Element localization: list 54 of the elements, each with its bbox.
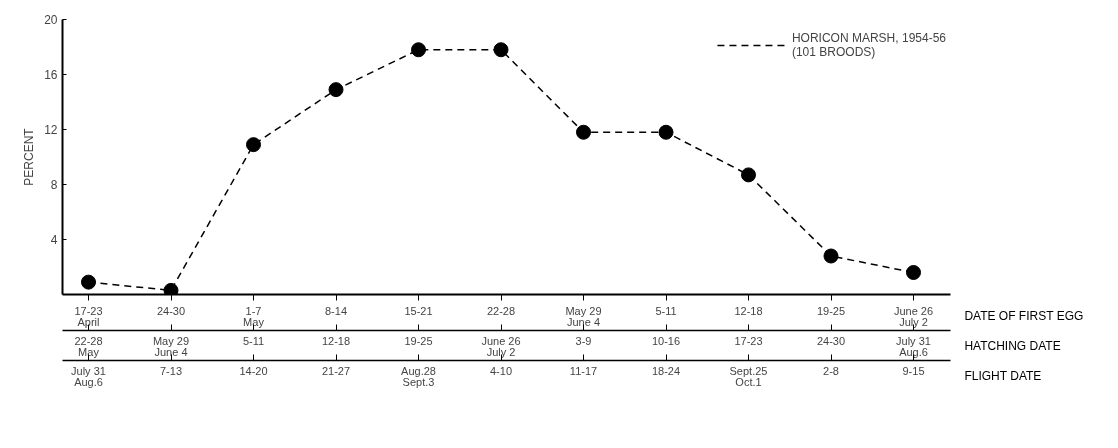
x-tick-label: 17-23 April <box>74 304 103 328</box>
text: 17-23 <box>734 334 763 347</box>
y-tick-label: 8 <box>50 178 58 192</box>
x-tick-label: 22-28 <box>486 304 516 317</box>
text: 24-30 <box>816 334 846 347</box>
y-tick-label: 12 <box>44 123 58 137</box>
text: 9-15 <box>902 364 925 377</box>
point <box>246 137 261 153</box>
text: 11-17 <box>569 364 598 377</box>
x-tick-label: June 26 July 2 <box>893 304 934 328</box>
point <box>493 42 509 58</box>
x-tick-label: 1-7 May <box>243 304 265 328</box>
text: 12-18 <box>321 334 351 347</box>
x-tick-label: 12-18 <box>734 304 763 317</box>
point <box>906 265 921 280</box>
point <box>163 282 179 295</box>
point <box>81 274 96 290</box>
text: 22-28 May <box>74 334 103 358</box>
point <box>328 82 344 98</box>
text: Sept.25 Oct.1 <box>729 364 768 388</box>
point <box>741 167 756 183</box>
text: 10-16 <box>651 334 681 347</box>
text: Aug.28 Sept.3 <box>401 364 436 388</box>
point <box>576 124 591 140</box>
point <box>658 124 674 140</box>
y-tick-label: 20 <box>44 13 58 27</box>
x-tick-label: May 29 June 4 <box>565 304 602 328</box>
x-tick-label: 19-25 <box>816 304 846 317</box>
text: HORICON MARSH, 1954-56 (101 BROODS) <box>791 31 946 59</box>
y-tick-label: 16 <box>44 68 58 82</box>
text: FLIGHT DATE <box>964 368 1042 383</box>
x-tick-label: 5-11 <box>655 304 677 317</box>
text: 5-11 <box>242 334 265 347</box>
point <box>823 248 839 264</box>
x-axis-title: DATE OF FIRST EGG <box>964 308 1084 323</box>
text: 3-9 <box>575 334 592 347</box>
text: July 31 Aug.6 <box>896 334 931 358</box>
text: 14-20 <box>239 364 268 377</box>
x-tick-label: 15-21 <box>404 304 433 317</box>
text: June 26 July 2 <box>481 334 521 358</box>
x-tick-label: 8-14 <box>324 304 348 317</box>
text: 4-10 <box>489 364 513 377</box>
text: 7-13 <box>159 364 183 377</box>
text: July 31 Aug.6 <box>71 364 106 388</box>
text: 19-25 <box>404 334 433 347</box>
text: HATCHING DATE <box>964 338 1061 353</box>
y-axis-title: PERCENT <box>22 127 37 186</box>
point <box>411 42 426 58</box>
text: 18-24 <box>651 364 681 377</box>
y-tick-label: 4 <box>50 233 58 247</box>
text: 21-27 <box>321 364 351 377</box>
text: May 29 June 4 <box>152 334 190 358</box>
x-tick-label: 24-30 <box>156 304 186 317</box>
text: 2-8 <box>823 364 839 377</box>
